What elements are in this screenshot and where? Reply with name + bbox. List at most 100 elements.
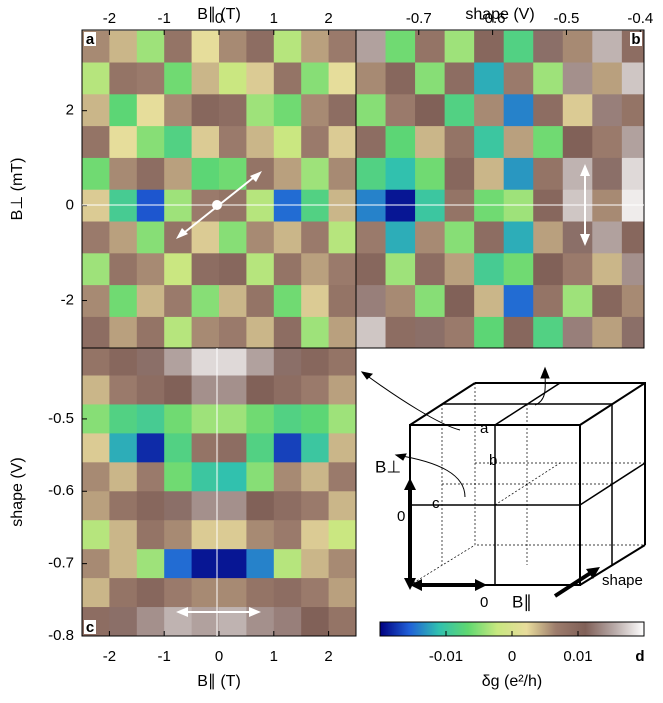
heatmap-cell	[503, 253, 534, 286]
heatmap-cell	[246, 578, 275, 608]
panel-label: d	[635, 648, 644, 665]
pointer-head	[360, 371, 374, 380]
heatmap-cell	[219, 30, 247, 64]
heatmap-cell	[219, 157, 247, 191]
x-tick-label: -0.6	[480, 10, 506, 27]
x-tick-label: 2	[324, 10, 332, 27]
heatmap-cell	[562, 253, 593, 286]
heatmap-cell	[562, 62, 593, 95]
heatmap-cell	[474, 316, 505, 348]
heatmap-cell	[301, 404, 330, 434]
heatmap-cell	[136, 549, 165, 579]
heatmap-cell	[82, 221, 110, 254]
heatmap-cell	[328, 221, 356, 254]
heatmap-cell	[301, 491, 330, 521]
heatmap-cell	[191, 348, 220, 376]
heatmap-cell	[109, 607, 138, 636]
heatmap-cell	[301, 520, 330, 550]
x-tick-label: -0.7	[406, 10, 432, 27]
heatmap-cell	[219, 433, 247, 463]
heatmap-cell	[592, 316, 623, 348]
heatmap-cell	[109, 94, 138, 127]
heatmap-cell	[356, 94, 387, 127]
heatmap-cell	[164, 433, 193, 463]
heatmap-cell	[164, 520, 193, 550]
heatmap-cell	[301, 316, 330, 348]
heatmap-cell	[164, 94, 193, 127]
heatmap-cell	[444, 253, 475, 286]
y-tick-label: 2	[66, 102, 74, 119]
heatmap-cell	[273, 578, 302, 608]
heatmap-cell	[191, 404, 220, 434]
y-axis-label: B⊥ (mT)	[9, 158, 26, 221]
x-axis-label: shape (V)	[465, 6, 534, 23]
heatmap-cell	[503, 221, 534, 254]
panel-label-box	[84, 620, 96, 634]
heatmap-cell	[592, 94, 623, 127]
heatmap-cell	[109, 157, 138, 191]
heatmap-cell	[246, 433, 275, 463]
heatmap-cell	[356, 316, 387, 348]
heatmap-cell	[562, 30, 593, 64]
heatmap-cell	[503, 126, 534, 159]
heatmap-cell	[444, 189, 475, 223]
heatmap-cell	[219, 62, 247, 95]
heatmap-cell	[533, 285, 564, 318]
heatmap-cell	[415, 285, 446, 318]
heatmap-cell	[246, 316, 275, 348]
heatmap-cell	[191, 157, 220, 191]
heatmap-cell	[191, 285, 220, 318]
heatmap-cell	[191, 578, 220, 608]
heatmap-cell	[109, 126, 138, 159]
heatmap-cell	[385, 253, 416, 286]
heatmap-cell	[301, 189, 330, 223]
annotations	[82, 164, 644, 636]
heatmap-cell	[164, 126, 193, 159]
pointer	[395, 454, 466, 498]
heatmap-cell	[164, 462, 193, 492]
heatmap-cell	[385, 285, 416, 318]
heatmap-cell	[301, 94, 330, 127]
heatmap-cell	[328, 433, 356, 463]
x-axis-label: B∥ (T)	[197, 673, 241, 690]
heatmap-cell	[246, 285, 275, 318]
heatmap-cell	[109, 578, 138, 608]
heatmap-cell	[109, 520, 138, 550]
heatmap-cell	[273, 285, 302, 318]
y-tick-label: -0.6	[48, 482, 74, 499]
heatmap-cell	[109, 462, 138, 492]
heatmap-cell	[136, 126, 165, 159]
heatmap-cell	[246, 221, 275, 254]
pointer-head	[394, 453, 407, 461]
heatmap-cell	[328, 404, 356, 434]
panel-label: a	[86, 31, 95, 48]
heatmap-cell	[246, 189, 275, 223]
heatmap-cell	[136, 94, 165, 127]
y-axis-label: shape (V)	[9, 457, 26, 526]
heatmap-cell	[136, 316, 165, 348]
heatmap-cell	[164, 62, 193, 95]
heatmap-cell	[301, 375, 330, 405]
panel-label-box	[84, 32, 96, 46]
heatmap-cell	[301, 607, 330, 636]
heatmap-cell	[356, 62, 387, 95]
heatmap-cell	[109, 253, 138, 286]
heatmap-cell	[474, 285, 505, 318]
heatmap-cell	[533, 157, 564, 191]
heatmap-cell	[164, 375, 193, 405]
heatmap-cell	[533, 316, 564, 348]
heatmap-cells	[82, 30, 356, 348]
heatmap-cell	[246, 30, 275, 64]
x-axis-label: δg (e²/h)	[482, 673, 542, 690]
y-tick-label: 0	[66, 197, 74, 214]
y-tick-label: -0.7	[48, 555, 74, 572]
heatmap-cell	[385, 126, 416, 159]
heatmap-cell	[415, 221, 446, 254]
heatmap-cell	[533, 126, 564, 159]
heatmap-cell	[533, 221, 564, 254]
heatmap-cell	[474, 94, 505, 127]
heatmap-cell	[273, 126, 302, 159]
heatmap-cell	[474, 30, 505, 64]
heatmap-cell	[562, 316, 593, 348]
heatmap-cell	[328, 126, 356, 159]
